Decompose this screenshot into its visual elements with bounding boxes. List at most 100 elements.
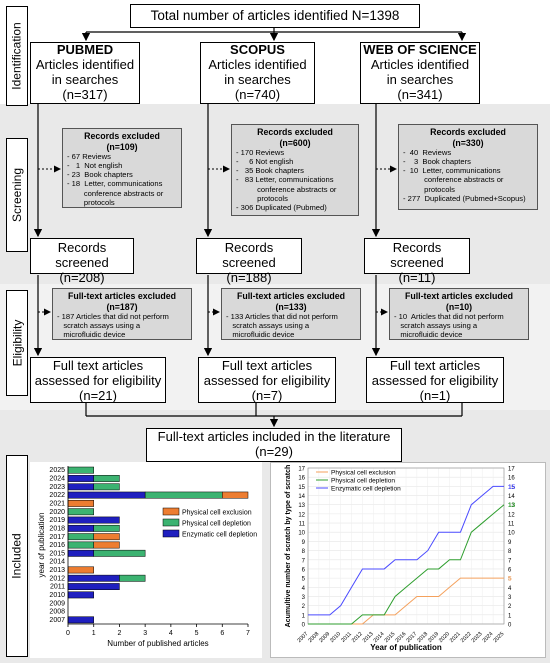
y-tick-label: 2009 bbox=[49, 600, 65, 607]
x-axis-title: Number of published articles bbox=[107, 639, 208, 648]
phase-screening: Screening bbox=[6, 138, 28, 252]
phase-eligibility: Eligibility bbox=[6, 290, 28, 396]
x-tick-label: 5 bbox=[195, 630, 199, 637]
y-tick-label-right: 6 bbox=[508, 567, 512, 573]
legend-label: Enzymatic cell depletion bbox=[182, 532, 257, 539]
x-tick-label: 2023 bbox=[471, 631, 484, 644]
series-line bbox=[308, 504, 505, 625]
y-tick-label-right: 14 bbox=[508, 494, 515, 500]
y-tick-label: 5 bbox=[302, 577, 306, 583]
y-tick-label-right: 3 bbox=[508, 595, 512, 601]
x-tick-label: 4 bbox=[169, 630, 173, 637]
web-of-science-box: WEB OF SCIENCE Articles identified in sea… bbox=[360, 42, 480, 104]
y-tick-label: 2020 bbox=[49, 509, 65, 516]
y-tick-label: 2014 bbox=[49, 559, 65, 566]
included-box: Full-text articles included in the liter… bbox=[146, 428, 402, 462]
x-tick-label: 2021 bbox=[449, 631, 462, 644]
legend-label: Physical cell depletion bbox=[331, 478, 395, 485]
y-tick-label: 2023 bbox=[49, 484, 65, 491]
x-tick-label: 1 bbox=[92, 630, 96, 637]
y-tick-label: 2012 bbox=[49, 575, 65, 582]
end-label: 5 bbox=[508, 576, 512, 583]
y-tick-label-right: 1 bbox=[508, 613, 512, 619]
records-screened-pubmed: Records screened (n=208) bbox=[30, 238, 134, 285]
x-tick-label: 6 bbox=[220, 630, 224, 637]
legend-label: Physical cell exclusion bbox=[182, 510, 252, 517]
x-tick-label: 2012 bbox=[351, 631, 364, 644]
x-tick-label: 3 bbox=[143, 630, 147, 637]
y-tick-label-right: 17 bbox=[508, 467, 515, 473]
x-tick-label: 2011 bbox=[340, 631, 353, 644]
y-tick-label: 9 bbox=[302, 540, 306, 546]
bar-segment bbox=[93, 524, 120, 532]
y-tick-label-right: 15 bbox=[508, 485, 515, 491]
y-tick-label-right: 8 bbox=[508, 549, 512, 555]
y-tick-label: 2021 bbox=[49, 501, 65, 508]
y-tick-label-right: 16 bbox=[508, 476, 515, 482]
y-tick-label: 2010 bbox=[49, 592, 65, 599]
y-tick-label-right: 10 bbox=[508, 531, 515, 537]
wos-title: WEB OF SCIENCE bbox=[363, 42, 477, 57]
y-tick-label: 2016 bbox=[49, 542, 65, 549]
legend-label: Enzymatic cell depletion bbox=[331, 486, 401, 493]
plot-frame bbox=[307, 467, 505, 625]
y-tick-label: 0 bbox=[302, 623, 306, 629]
end-label: 15 bbox=[508, 484, 516, 491]
y-tick-label: 10 bbox=[298, 531, 305, 537]
x-tick-label: 7 bbox=[246, 630, 250, 637]
y-tick-label-right: 13 bbox=[508, 503, 515, 509]
y-tick-label: 2022 bbox=[49, 492, 65, 499]
y-tick-label: 3 bbox=[302, 595, 306, 601]
y-tick-label: 2007 bbox=[49, 617, 65, 624]
y-tick-label: 8 bbox=[302, 549, 306, 555]
y-tick-label: 7 bbox=[302, 558, 306, 564]
y-tick-label: 4 bbox=[302, 586, 306, 592]
bar-segment bbox=[119, 574, 146, 582]
y-axis-title: year of publication bbox=[37, 513, 46, 578]
x-axis-title: Year of publication bbox=[370, 643, 442, 652]
assessed-pubmed: Full text articles assessed for eligibili… bbox=[30, 357, 166, 403]
y-tick-label: 17 bbox=[298, 467, 305, 473]
x-tick-label: 2009 bbox=[318, 631, 331, 644]
bar-segment bbox=[93, 475, 120, 482]
pubmed-title: PUBMED bbox=[56, 42, 114, 57]
y-tick-label: 14 bbox=[298, 494, 305, 500]
x-tick-label: 2025 bbox=[493, 631, 506, 644]
assessed-scopus: Full text articles assessed for eligibili… bbox=[198, 357, 336, 403]
y-tick-label-right: 2 bbox=[508, 604, 512, 610]
pubmed-box: PUBMED Articles identified in searches (n=… bbox=[30, 42, 140, 104]
y-tick-label: 11 bbox=[299, 522, 306, 528]
y-tick-label: 2015 bbox=[49, 550, 65, 557]
y-tick-label: 2017 bbox=[49, 534, 65, 541]
legend-swatch bbox=[162, 529, 180, 538]
series-line bbox=[308, 485, 504, 616]
total-articles-box: Total number of articles identified N=13… bbox=[130, 4, 420, 28]
y-axis-title: Acumultive number of scratch by type of … bbox=[285, 465, 292, 628]
legend-label: Physical cell depletion bbox=[182, 521, 251, 528]
y-tick-label-right: 11 bbox=[508, 522, 515, 528]
x-tick-label: 2022 bbox=[460, 631, 473, 644]
y-tick-label: 1 bbox=[302, 613, 306, 619]
scopus-title: SCOPUS bbox=[230, 42, 285, 57]
y-tick-label: 6 bbox=[302, 567, 306, 573]
y-tick-label-right: 9 bbox=[508, 540, 512, 546]
legend-swatch bbox=[162, 518, 180, 527]
y-tick-label-right: 7 bbox=[508, 558, 512, 564]
y-tick-label: 16 bbox=[298, 476, 305, 482]
phase-included: Included bbox=[6, 455, 28, 657]
y-tick-label-right: 5 bbox=[508, 577, 512, 583]
fulltext-excluded-wos: Full-text articles excluded (n=10) - 10 A… bbox=[389, 288, 529, 340]
legend-label: Physical cell exclusion bbox=[331, 470, 396, 477]
records-screened-scopus: Records screened (n=188) bbox=[196, 238, 302, 285]
fulltext-excluded-pubmed: Full-text articles excluded (n=187) - 187… bbox=[52, 288, 192, 340]
records-screened-wos: Records screened (n=11) bbox=[364, 238, 470, 285]
records-excluded-scopus: Records excluded (n=600) - 170 Reviews - 6… bbox=[231, 124, 359, 216]
y-tick-label-right: 4 bbox=[508, 586, 512, 592]
assessed-wos: Full text articles assessed for eligibili… bbox=[366, 357, 504, 403]
scopus-box: SCOPUS Articles identified in searches (n=… bbox=[200, 42, 315, 104]
bar-segment bbox=[93, 549, 146, 557]
x-tick-label: 2 bbox=[117, 630, 121, 637]
bar-segment bbox=[93, 533, 120, 541]
